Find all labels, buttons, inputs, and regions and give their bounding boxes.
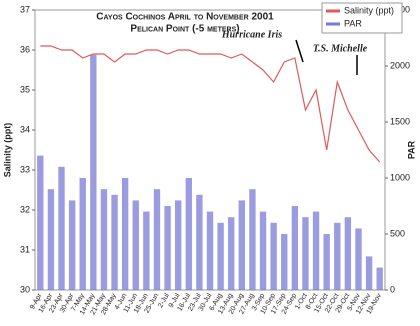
bar [291,206,299,290]
bar [238,200,245,290]
bar [281,234,288,290]
bar [323,234,330,290]
bar [259,211,267,290]
bar [153,189,161,290]
bar [132,200,139,290]
chart-title: Cayos Cochinos April to November 2001 [96,12,274,23]
annotation-arrow [295,39,304,63]
bar [344,217,352,290]
bar [249,189,256,290]
y-tick-label: 31 [20,244,30,254]
y2-tick-label: 0 [390,284,395,294]
bar [68,200,76,290]
bar [121,178,129,290]
bar [47,189,55,290]
bar [196,194,203,290]
chart-subtitle: Pelican Point (-5 meters) [130,24,239,35]
bar [58,166,65,290]
y-axis-label: Salinity (ppt) [2,123,12,178]
bar [334,222,341,290]
y-tick-label: 34 [20,124,30,134]
bar [37,155,44,290]
y-tick-label: 36 [20,44,30,54]
y-tick-label: 37 [20,4,30,14]
bar [185,178,192,290]
legend-box [321,2,403,34]
bar [143,211,150,290]
y2-axis-label: PAR [406,140,416,159]
bar [206,211,214,290]
bar [228,217,235,290]
bar [175,200,182,290]
bar [365,256,373,290]
y2-tick-label: 1000 [390,172,410,182]
bar [164,206,171,290]
y-tick-label: 32 [20,204,30,214]
bar [312,211,320,290]
bar [355,228,362,290]
bar [302,217,309,290]
bar [111,194,118,290]
bar [217,222,224,290]
legend-label: PAR [344,18,362,28]
bar [376,267,383,290]
y-tick-label: 35 [20,84,30,94]
y-tick-label: 30 [20,284,30,294]
y2-tick-label: 1500 [390,116,410,126]
y2-tick-label: 500 [390,228,405,238]
line [40,45,381,163]
bar [90,54,97,290]
annotation: T.S. Michelle [313,43,368,54]
annotation: Hurricane Iris [221,29,282,40]
y2-tick-label: 2000 [390,60,410,70]
bar [79,178,86,290]
bar [270,222,277,290]
legend-label: Salinity (ppt) [344,5,394,15]
y-tick-label: 33 [20,164,30,174]
bar [100,189,108,290]
